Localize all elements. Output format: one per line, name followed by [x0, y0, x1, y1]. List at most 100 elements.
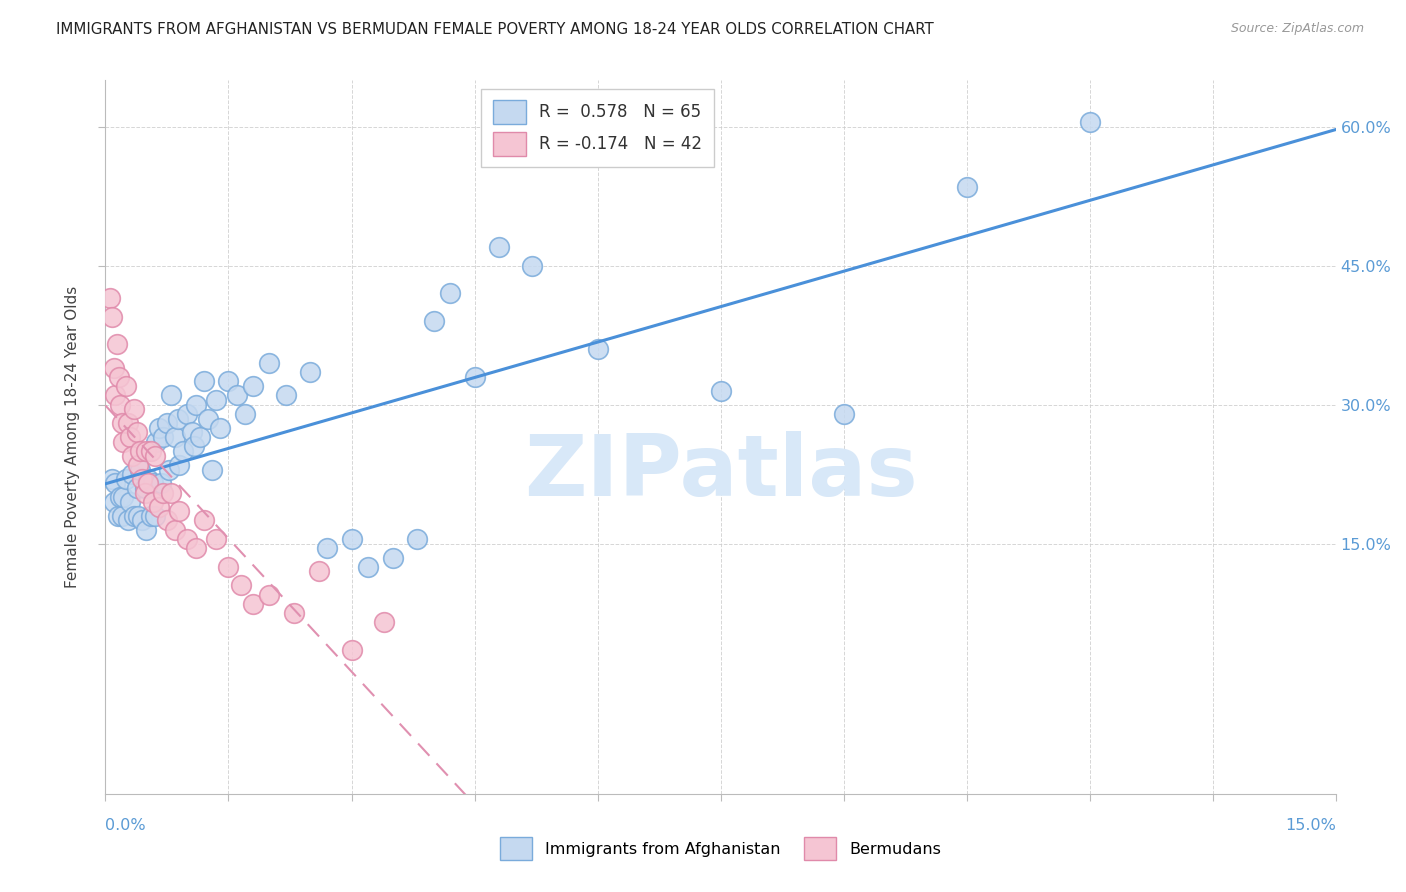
Point: [464, 369, 486, 384]
Point: [316, 541, 339, 556]
Point: [169, 458, 191, 472]
Point: [134, 485, 156, 500]
Point: [125, 481, 148, 495]
Point: [136, 476, 159, 491]
Point: [112, 491, 135, 505]
Point: [160, 485, 183, 500]
Point: [101, 310, 124, 324]
Point: [139, 508, 162, 523]
Point: [111, 508, 134, 523]
Text: ZIPatlas: ZIPatlas: [523, 431, 918, 515]
Point: [107, 508, 129, 523]
Point: [956, 179, 979, 194]
Point: [205, 392, 228, 407]
Point: [129, 462, 152, 476]
Point: [122, 402, 145, 417]
Point: [381, 550, 404, 565]
Y-axis label: Female Poverty Among 18-24 Year Olds: Female Poverty Among 18-24 Year Olds: [65, 286, 80, 588]
Point: [586, 342, 609, 356]
Point: [112, 434, 135, 449]
Point: [274, 388, 297, 402]
Point: [169, 504, 191, 518]
Point: [156, 416, 179, 430]
Point: [156, 514, 179, 528]
Point: [184, 541, 207, 556]
Point: [136, 472, 159, 486]
Point: [225, 388, 247, 402]
Point: [159, 462, 181, 476]
Point: [135, 523, 157, 537]
Point: [166, 411, 188, 425]
Point: [710, 384, 733, 398]
Point: [180, 425, 202, 440]
Point: [135, 444, 157, 458]
Point: [142, 476, 165, 491]
Text: Source: ZipAtlas.com: Source: ZipAtlas.com: [1230, 22, 1364, 36]
Point: [152, 430, 174, 444]
Point: [176, 407, 198, 421]
Point: [520, 259, 543, 273]
Text: 15.0%: 15.0%: [1285, 818, 1336, 832]
Point: [127, 508, 149, 523]
Point: [148, 421, 170, 435]
Point: [103, 360, 125, 375]
Point: [242, 379, 264, 393]
Point: [242, 597, 264, 611]
Point: [127, 458, 149, 472]
Point: [115, 379, 138, 393]
Point: [340, 532, 363, 546]
Point: [340, 643, 363, 657]
Text: 0.0%: 0.0%: [105, 818, 146, 832]
Point: [184, 398, 207, 412]
Point: [229, 578, 252, 592]
Point: [193, 375, 215, 389]
Point: [488, 240, 510, 254]
Point: [218, 559, 240, 574]
Point: [110, 491, 132, 505]
Point: [125, 425, 148, 440]
Text: IMMIGRANTS FROM AFGHANISTAN VS BERMUDAN FEMALE POVERTY AMONG 18-24 YEAR OLDS COR: IMMIGRANTS FROM AFGHANISTAN VS BERMUDAN …: [56, 22, 934, 37]
Point: [193, 514, 215, 528]
Point: [299, 365, 322, 379]
Point: [259, 356, 281, 370]
Point: [122, 508, 145, 523]
Point: [134, 481, 156, 495]
Point: [107, 369, 129, 384]
Point: [110, 398, 132, 412]
Point: [131, 472, 153, 486]
Point: [209, 421, 232, 435]
Point: [160, 388, 183, 402]
Point: [406, 532, 429, 546]
Point: [357, 559, 380, 574]
Point: [121, 467, 143, 482]
Point: [172, 444, 194, 458]
Point: [145, 434, 167, 449]
Point: [197, 411, 219, 425]
Point: [832, 407, 855, 421]
Point: [165, 523, 187, 537]
Point: [142, 495, 165, 509]
Point: [148, 500, 170, 514]
Point: [117, 416, 139, 430]
Point: [120, 495, 141, 509]
Point: [98, 291, 121, 305]
Legend: Immigrants from Afghanistan, Bermudans: Immigrants from Afghanistan, Bermudans: [492, 830, 949, 868]
Point: [233, 407, 256, 421]
Point: [129, 444, 152, 458]
Point: [131, 514, 153, 528]
Point: [201, 462, 224, 476]
Point: [120, 430, 141, 444]
Point: [218, 375, 240, 389]
Point: [103, 495, 125, 509]
Point: [188, 430, 211, 444]
Point: [176, 532, 198, 546]
Point: [104, 476, 127, 491]
Point: [105, 337, 128, 351]
Point: [373, 615, 395, 630]
Point: [143, 508, 166, 523]
Point: [422, 314, 444, 328]
Point: [205, 532, 228, 546]
Point: [283, 606, 305, 620]
Point: [150, 476, 173, 491]
Point: [1078, 115, 1101, 129]
